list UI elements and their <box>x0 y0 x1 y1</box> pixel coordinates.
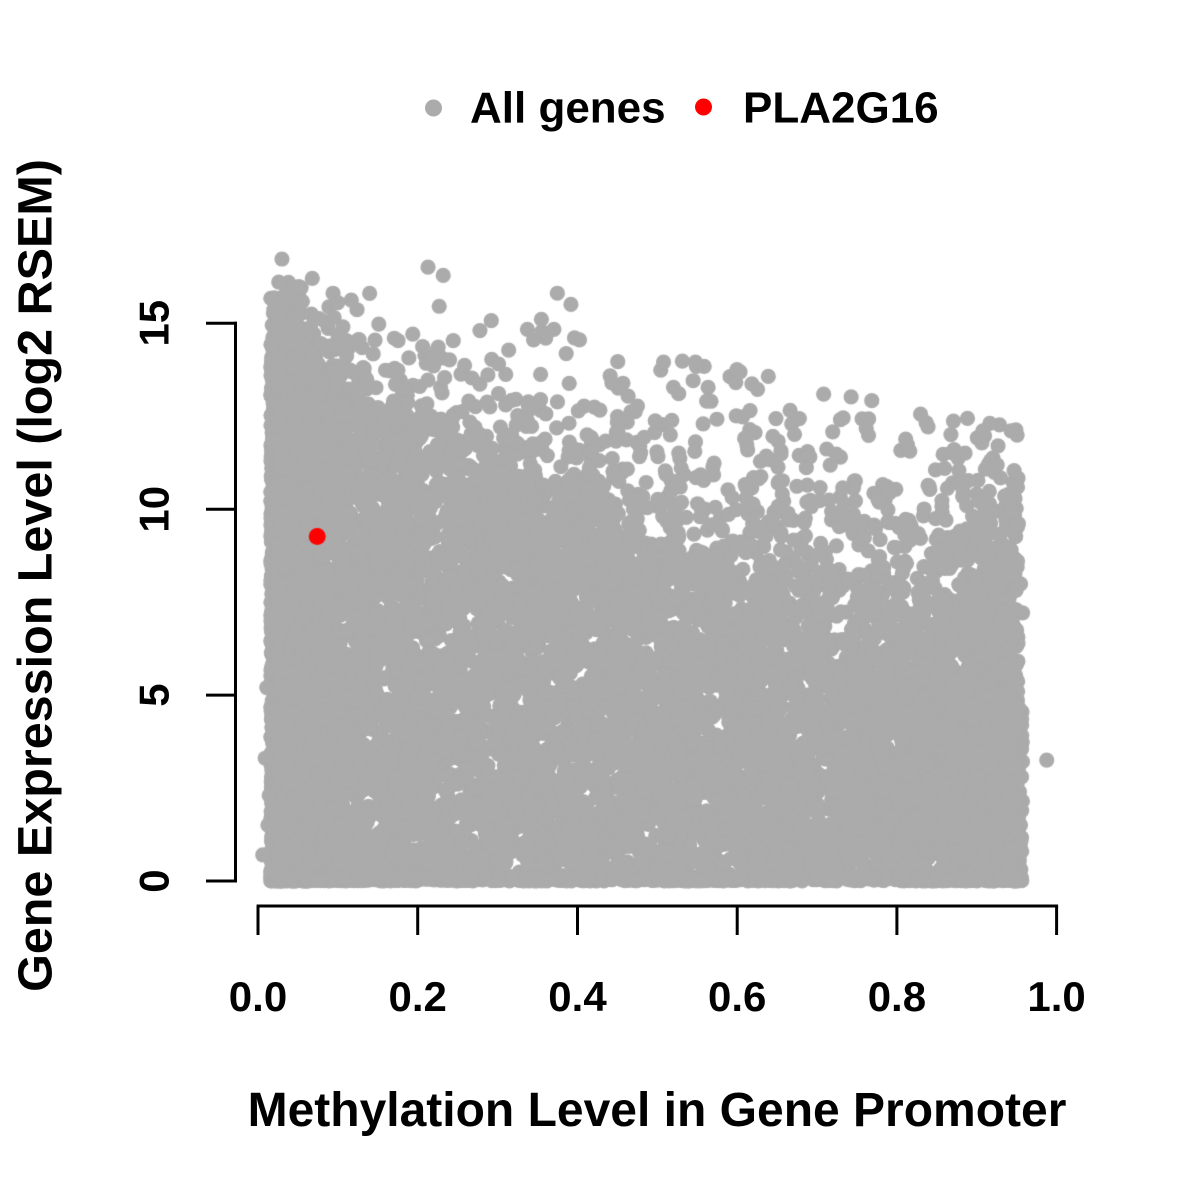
svg-text:10: 10 <box>131 486 178 533</box>
svg-text:0.2: 0.2 <box>389 973 447 1020</box>
svg-text:1.0: 1.0 <box>1027 973 1085 1020</box>
svg-text:0.6: 0.6 <box>708 973 766 1020</box>
svg-text:Gene Expression Level (log2 RS: Gene Expression Level (log2 RSEM) <box>9 159 63 992</box>
svg-text:0.4: 0.4 <box>548 973 607 1020</box>
svg-text:0: 0 <box>131 869 178 892</box>
svg-text:0.8: 0.8 <box>868 973 926 1020</box>
svg-text:All genes: All genes <box>470 84 666 133</box>
svg-text:15: 15 <box>131 300 178 347</box>
svg-text:Methylation Level in Gene Prom: Methylation Level in Gene Promoter <box>248 1084 1067 1137</box>
svg-text:PLA2G16: PLA2G16 <box>743 84 939 133</box>
svg-text:5: 5 <box>131 683 178 706</box>
svg-text:0.0: 0.0 <box>229 973 287 1020</box>
